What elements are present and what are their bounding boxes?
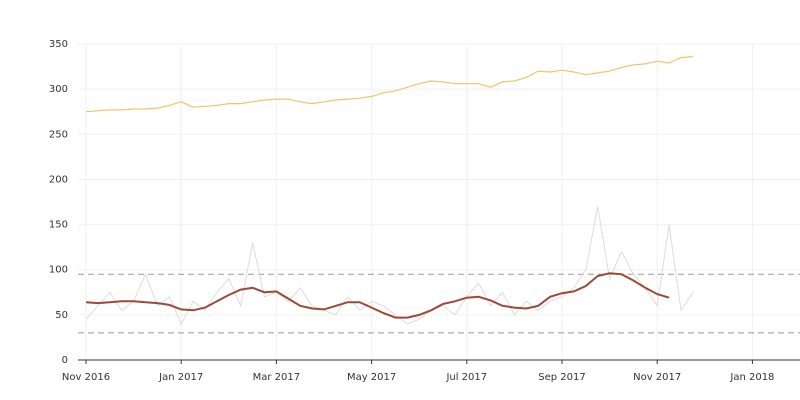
series-line — [85, 272, 670, 319]
x-tick-label: May 2017 — [347, 372, 396, 383]
x-tick-label: Mar 2017 — [253, 372, 301, 383]
x-tick-label: Nov 2016 — [62, 372, 110, 383]
y-tick-label: 50 — [55, 310, 68, 321]
y-tick-label: 350 — [49, 39, 68, 50]
series-line — [85, 206, 694, 326]
x-tick-label: Jan 2017 — [158, 372, 203, 383]
x-tick-label: Nov 2017 — [633, 372, 681, 383]
y-tick-label: 300 — [49, 84, 68, 95]
series-line — [85, 56, 693, 113]
x-tick-label: Sep 2017 — [538, 372, 585, 383]
y-tick-label: 100 — [49, 265, 68, 276]
y-tick-label: 0 — [62, 355, 68, 366]
x-tick-label: Jan 2018 — [729, 372, 774, 383]
y-tick-label: 200 — [49, 174, 68, 185]
y-tick-label: 250 — [49, 129, 68, 140]
x-tick-label: Jul 2017 — [445, 372, 487, 383]
y-tick-label: 150 — [49, 220, 68, 231]
